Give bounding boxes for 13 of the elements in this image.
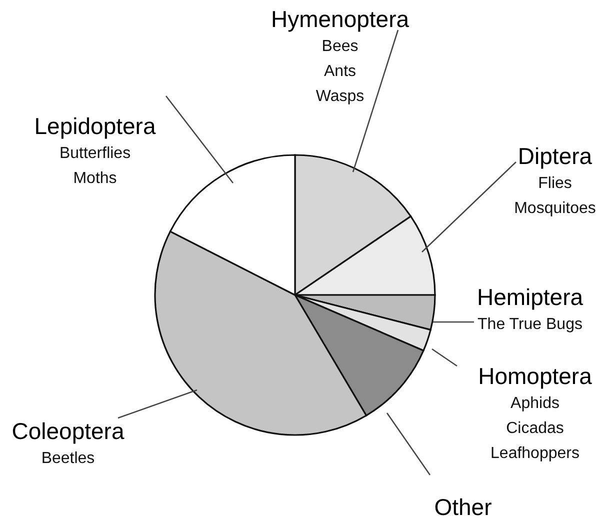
text: Flies Mosquitoes: [514, 175, 596, 217]
slice-label: Homoptera: [478, 363, 592, 389]
slice-label: Hemiptera: [476, 284, 584, 310]
text: Butterflies Moths: [59, 145, 131, 187]
slice-label: Lepidoptera: [34, 113, 156, 139]
slice-label: Coleoptera: [12, 418, 124, 444]
slice-label: Hymenoptera: [270, 6, 410, 32]
slice-label: Other: [434, 494, 492, 520]
text: Bees Ants Wasps: [316, 38, 364, 105]
text: Aphids Cicadas Leafhoppers: [490, 395, 580, 462]
text: The True Bugs: [478, 316, 582, 333]
text: Beetles: [41, 450, 95, 467]
slice-label: Diptera: [518, 143, 592, 169]
